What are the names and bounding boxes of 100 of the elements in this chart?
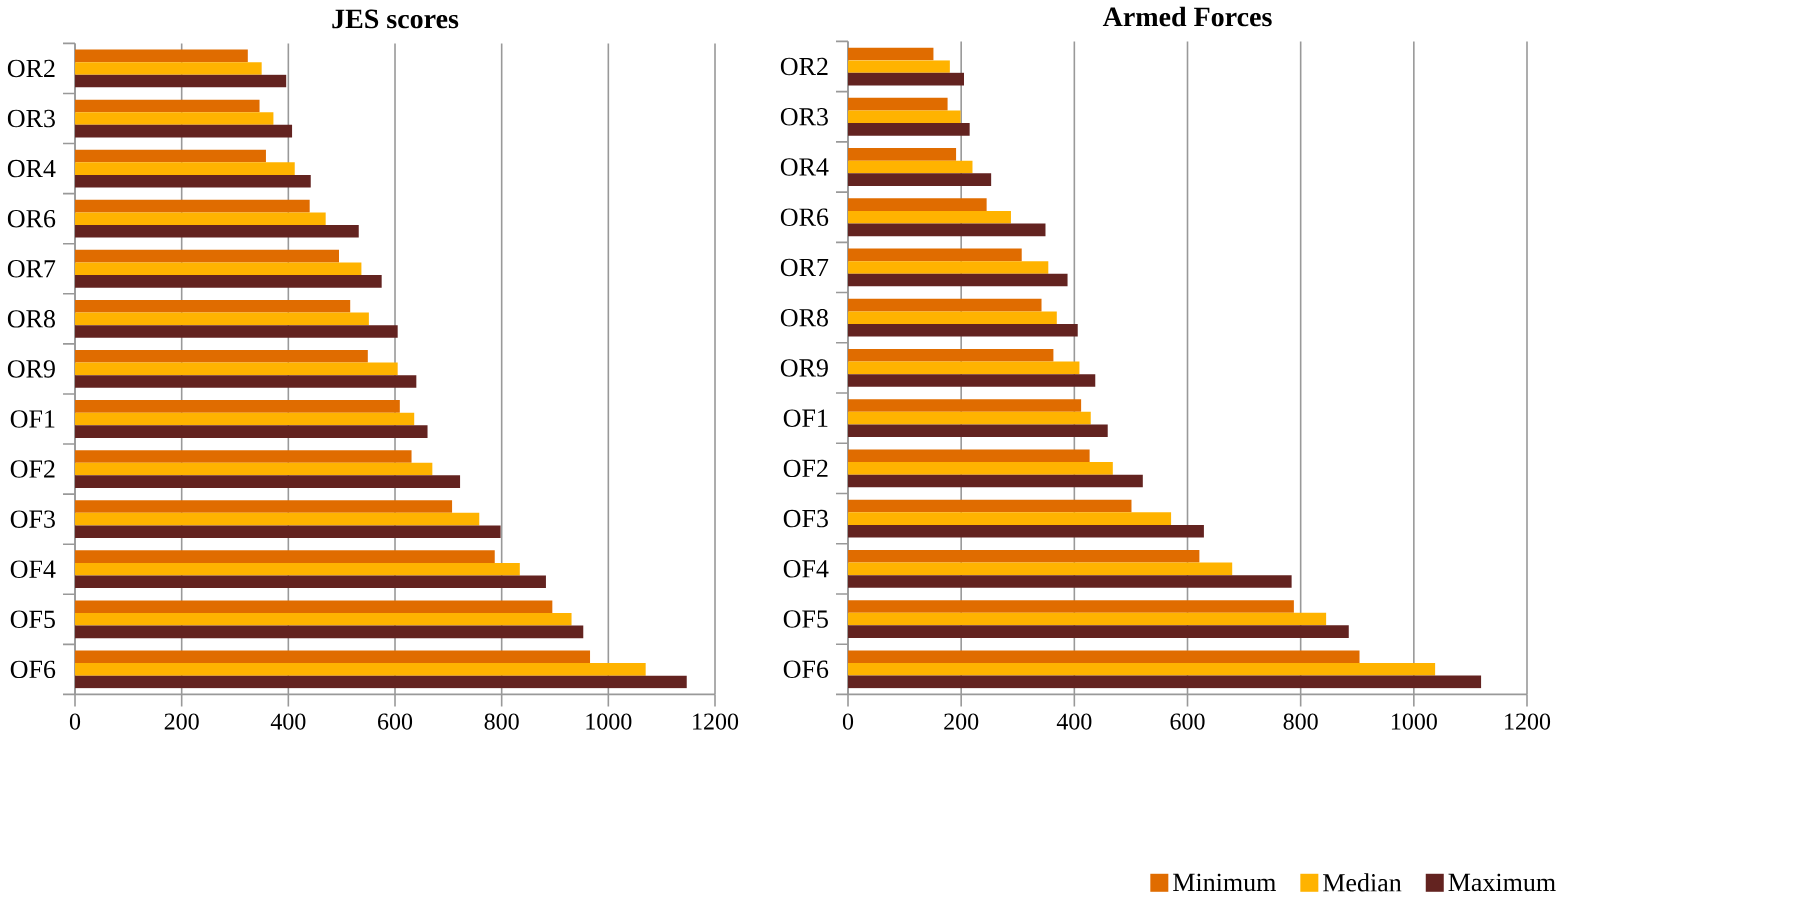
x-tick-label: 200 (164, 713, 199, 730)
bar (848, 424, 1108, 437)
bar (75, 262, 362, 275)
x-tick-label: 600 (1170, 713, 1205, 730)
bar (848, 562, 1233, 575)
bar (75, 362, 398, 376)
bar (75, 174, 311, 188)
bar (75, 274, 382, 288)
y-tick-label: OF2 (10, 460, 55, 478)
bar (75, 562, 520, 576)
bar (75, 375, 417, 388)
bar (75, 49, 248, 62)
bar (848, 198, 987, 211)
x-tick-label: 200 (944, 713, 979, 730)
bar (75, 412, 415, 426)
bar (848, 574, 1292, 588)
bar (75, 212, 326, 225)
x-tick-label: 1200 (693, 713, 739, 730)
bar (848, 47, 934, 61)
bar (848, 248, 1022, 261)
bar (848, 260, 1049, 274)
y-tick-label: OR8 (7, 309, 55, 328)
y-tick-label: OR9 (780, 358, 828, 377)
bar (848, 147, 957, 161)
bar (75, 462, 433, 476)
y-tick-label: OR7 (780, 258, 829, 276)
bar (75, 525, 501, 538)
bar (75, 425, 428, 438)
y-tick-label: OR2 (7, 59, 55, 77)
bar (75, 224, 359, 238)
y-tick-label: OF5 (10, 610, 55, 628)
x-tick-label: 1000 (1391, 713, 1437, 730)
bar (75, 199, 310, 213)
x-tick-label: 400 (1056, 713, 1092, 730)
bar (75, 74, 287, 88)
bar (848, 675, 1482, 688)
bar (75, 61, 262, 75)
y-tick-label: OF1 (783, 409, 828, 427)
bar (75, 99, 260, 113)
legend-label: Maximum (1448, 873, 1556, 891)
bar (848, 311, 1057, 324)
bar (848, 461, 1113, 475)
bar (848, 361, 1080, 375)
bar (848, 662, 1436, 676)
y-tick-label: OF6 (10, 660, 56, 678)
chart-title: Armed Forces (1102, 6, 1272, 27)
bar (848, 625, 1349, 638)
bar (75, 299, 351, 313)
y-tick-label: OF3 (783, 509, 828, 528)
bar (848, 173, 992, 186)
x-tick-label: 800 (1283, 713, 1318, 730)
bar (848, 97, 948, 111)
bar (75, 662, 646, 676)
bar (848, 524, 1204, 538)
bar (848, 210, 1011, 224)
y-tick-label: OF2 (783, 459, 828, 477)
bar (75, 475, 461, 488)
bar (75, 675, 687, 689)
bar (848, 323, 1078, 337)
bar (75, 399, 400, 413)
bar (848, 348, 1054, 362)
bar (75, 650, 591, 663)
y-tick-label: OR6 (780, 208, 829, 226)
x-tick-label: 1200 (1505, 713, 1551, 730)
y-tick-label: OF4 (783, 559, 829, 578)
x-tick-label: 800 (484, 713, 519, 730)
y-tick-label: OR2 (780, 57, 828, 76)
bar (75, 612, 572, 626)
bar (75, 112, 274, 125)
y-tick-label: OR4 (7, 159, 56, 178)
bar (75, 625, 584, 638)
bar (848, 72, 964, 86)
chart-title: JES scores (332, 9, 459, 29)
bar (848, 122, 970, 136)
legend-label: Median (1323, 873, 1402, 892)
bar (75, 575, 546, 588)
y-tick-label: OR3 (780, 107, 828, 126)
legend-label: Minimum (1173, 873, 1276, 891)
x-tick-label: 600 (378, 713, 413, 730)
bar (848, 298, 1042, 312)
y-tick-label: OR7 (7, 259, 56, 278)
y-tick-label: OR6 (7, 209, 56, 228)
y-tick-label: OF4 (10, 560, 56, 578)
bar (848, 650, 1360, 663)
bar (75, 249, 340, 263)
bar (75, 550, 495, 563)
bar (75, 500, 453, 513)
bar (848, 160, 973, 174)
bar (75, 149, 266, 163)
y-tick-label: OF1 (10, 410, 55, 428)
bar (75, 349, 368, 363)
y-tick-label: OF3 (10, 510, 55, 528)
bar (75, 449, 412, 463)
y-tick-label: OR9 (7, 359, 55, 378)
x-tick-label: 0 (69, 713, 81, 730)
bar (848, 110, 961, 123)
bar (848, 411, 1091, 425)
bar (75, 324, 398, 338)
bar (848, 549, 1200, 563)
bar (75, 312, 369, 325)
